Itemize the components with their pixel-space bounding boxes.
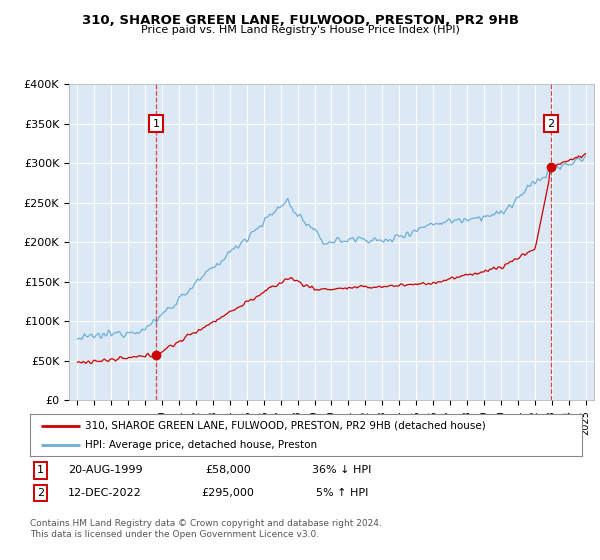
- Text: 20-AUG-1999: 20-AUG-1999: [68, 465, 142, 475]
- Text: £295,000: £295,000: [202, 488, 254, 498]
- Text: £58,000: £58,000: [205, 465, 251, 475]
- Text: 310, SHAROE GREEN LANE, FULWOOD, PRESTON, PR2 9HB (detached house): 310, SHAROE GREEN LANE, FULWOOD, PRESTON…: [85, 421, 486, 431]
- Text: 5% ↑ HPI: 5% ↑ HPI: [316, 488, 368, 498]
- Text: 310, SHAROE GREEN LANE, FULWOOD, PRESTON, PR2 9HB: 310, SHAROE GREEN LANE, FULWOOD, PRESTON…: [82, 14, 518, 27]
- Text: 2: 2: [547, 119, 554, 129]
- Text: 12-DEC-2022: 12-DEC-2022: [68, 488, 142, 498]
- Text: HPI: Average price, detached house, Preston: HPI: Average price, detached house, Pres…: [85, 440, 317, 450]
- Text: Price paid vs. HM Land Registry's House Price Index (HPI): Price paid vs. HM Land Registry's House …: [140, 25, 460, 35]
- Text: Contains HM Land Registry data © Crown copyright and database right 2024.
This d: Contains HM Land Registry data © Crown c…: [30, 519, 382, 539]
- Text: 1: 1: [152, 119, 160, 129]
- Text: 1: 1: [37, 465, 44, 475]
- Text: 2: 2: [37, 488, 44, 498]
- Text: 36% ↓ HPI: 36% ↓ HPI: [313, 465, 371, 475]
